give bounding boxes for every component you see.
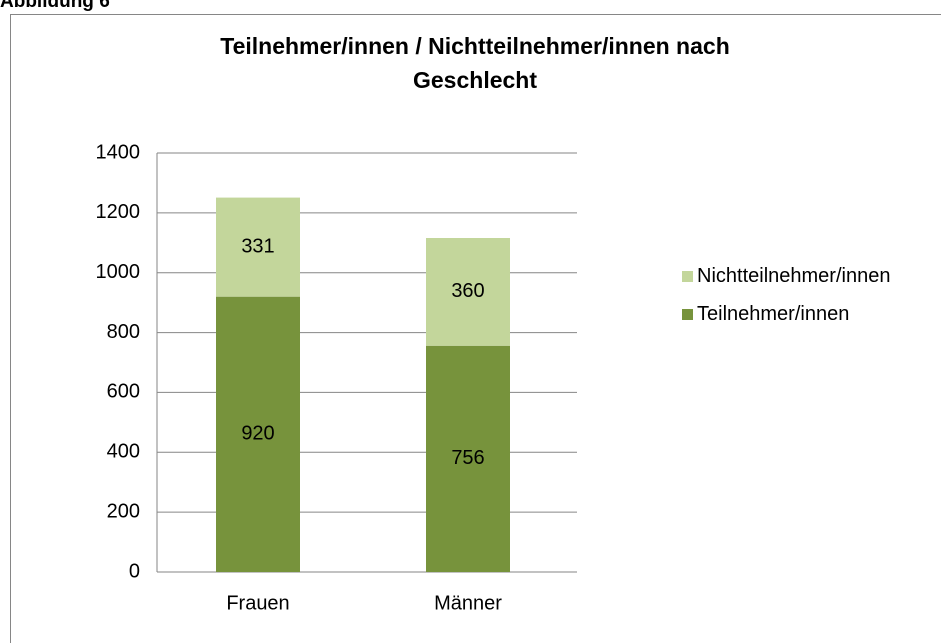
data-label: 360 [451, 280, 484, 302]
bar-segment [216, 197, 300, 297]
legend-label: Nichtteilnehmer/innen [697, 265, 891, 287]
chart-title-text: Teilnehmer/innen / Nichtteilnehmer/innen… [220, 33, 730, 93]
legend: Nichtteilnehmer/innen Teilnehmer/innen [682, 262, 932, 338]
data-label: 331 [241, 235, 274, 257]
caption: Abbildung 6 [0, 0, 110, 12]
legend-item: Teilnehmer/innen [682, 300, 932, 328]
bar-segment [426, 237, 510, 346]
legend-label: Teilnehmer/innen [697, 303, 850, 325]
y-tick-label: 1000 [96, 261, 141, 283]
y-tick-label: 400 [107, 441, 140, 463]
y-tick-label: 600 [107, 381, 140, 403]
x-tick-label: Männer [434, 592, 502, 614]
bar-segment [216, 296, 300, 572]
bar-segment [426, 345, 510, 572]
y-tick-label: 0 [129, 560, 140, 582]
y-tick-label: 200 [107, 500, 140, 522]
y-tick-label: 1200 [96, 201, 141, 223]
chart-title: Teilnehmer/innen / Nichtteilnehmer/innen… [220, 33, 730, 93]
legend-item: Nichtteilnehmer/innen [682, 262, 932, 290]
data-label: 756 [451, 447, 484, 469]
x-tick-label: Frauen [226, 592, 289, 614]
y-tick-label: 800 [107, 321, 140, 343]
data-label: 920 [241, 423, 274, 445]
legend-swatch [682, 271, 693, 282]
legend-swatch [682, 309, 693, 320]
y-tick-label: 1400 [96, 141, 141, 163]
